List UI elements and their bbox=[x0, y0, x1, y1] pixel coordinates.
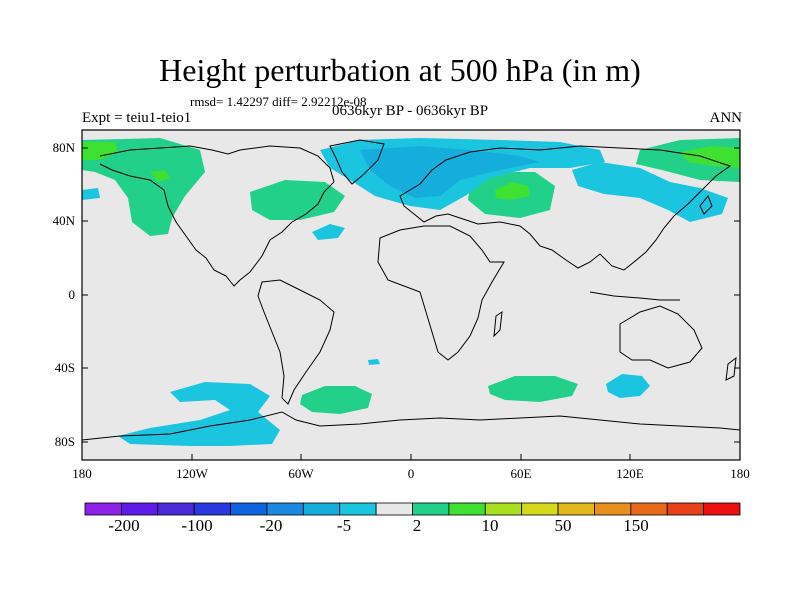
positive-region-south-atlantic bbox=[300, 386, 372, 414]
stats-text: rmsd= 1.42297 diff= 2.92212e-08 bbox=[190, 94, 367, 109]
negative-spot-south-atlantic bbox=[368, 359, 380, 365]
negative-spot-pacific bbox=[82, 188, 100, 200]
positive-core-central-asia bbox=[495, 182, 530, 200]
positive-core-east-siberia bbox=[680, 146, 740, 168]
colorbar-label: -100 bbox=[181, 516, 213, 535]
colorbar-label: 10 bbox=[481, 516, 499, 535]
lon-label-120e: 120E bbox=[616, 466, 644, 481]
coastline-japan bbox=[699, 195, 713, 215]
colorbar-label: -5 bbox=[336, 516, 352, 535]
coastline-south-america bbox=[257, 279, 335, 405]
positive-core-north-pacific-2 bbox=[150, 170, 170, 182]
colorbar-label: -200 bbox=[108, 516, 140, 535]
coastline-eurasia bbox=[399, 145, 732, 271]
coastline-madagascar bbox=[493, 310, 503, 338]
colorbar-label: -20 bbox=[259, 516, 283, 535]
colorbar-swatch bbox=[666, 502, 705, 516]
coastline-new-zealand bbox=[725, 356, 737, 381]
lat-label-40s: 40S bbox=[54, 360, 75, 375]
negative-core-arctic-atlantic bbox=[360, 146, 540, 198]
colorbar-swatch bbox=[448, 502, 486, 516]
colorbar-swatch bbox=[557, 502, 595, 516]
colorbar-swatch bbox=[521, 502, 559, 516]
positive-region-north-pacific bbox=[82, 138, 205, 236]
coastlines bbox=[81, 139, 741, 441]
lon-label-60w: 60W bbox=[288, 466, 314, 481]
axis-ticks bbox=[81, 147, 741, 460]
lon-label-180-west: 180 bbox=[72, 466, 92, 481]
colorbar-label: 2 bbox=[412, 516, 422, 535]
lat-label-0: 0 bbox=[68, 287, 76, 302]
period-label: 0636kyr BP - 0636kyr BP bbox=[331, 103, 489, 119]
colorbar-swatch bbox=[484, 502, 523, 516]
coastline-australia bbox=[619, 305, 703, 369]
lon-label-120w: 120W bbox=[176, 466, 208, 481]
colorbar-swatch bbox=[703, 502, 741, 516]
negative-spot-atlantic bbox=[312, 224, 345, 240]
colorbar-swatch bbox=[193, 502, 231, 516]
colorbar-swatch bbox=[230, 502, 268, 516]
season-label: ANN bbox=[709, 110, 743, 126]
coastline-north-america bbox=[99, 145, 335, 287]
coastline-greenland bbox=[329, 139, 385, 185]
colorbar-label: 50 bbox=[554, 516, 572, 535]
coastline-africa bbox=[377, 225, 505, 361]
experiment-label: Expt = teiu1-teio1 bbox=[82, 110, 192, 126]
map-title: Height perturbation at 500 hPa (in m) bbox=[159, 52, 641, 88]
lat-label-40n: 40N bbox=[52, 213, 75, 228]
negative-region-north-pacific bbox=[572, 162, 728, 222]
colorbar-swatch bbox=[302, 502, 341, 516]
negative-region-south-pacific bbox=[118, 382, 280, 446]
colorbar-swatch bbox=[339, 502, 377, 516]
colorbar-swatch bbox=[266, 502, 304, 516]
positive-region-south-indian bbox=[488, 376, 578, 402]
anomaly-regions bbox=[82, 138, 740, 446]
colorbar-swatch bbox=[84, 502, 122, 516]
coastline-antarctica bbox=[81, 411, 741, 441]
lon-label-60e: 60E bbox=[510, 466, 532, 481]
positive-region-canada bbox=[250, 180, 345, 220]
colorbar-swatch bbox=[594, 502, 632, 516]
lat-label-80n: 80N bbox=[52, 140, 75, 155]
lat-label-80s: 80S bbox=[54, 434, 75, 449]
lon-label-0: 0 bbox=[407, 466, 415, 481]
colorbar-swatch bbox=[157, 502, 195, 516]
negative-region-south-indian bbox=[606, 374, 650, 398]
positive-core-north-pacific bbox=[82, 142, 118, 160]
colorbar-swatch bbox=[630, 502, 668, 516]
lon-label-180-east: 180 bbox=[730, 466, 750, 481]
coastline-indonesia bbox=[589, 291, 680, 301]
colorbar-swatch bbox=[412, 502, 450, 516]
colorbar-label: 150 bbox=[623, 516, 649, 535]
colorbar bbox=[84, 502, 741, 516]
colorbar-swatch bbox=[120, 502, 159, 516]
colorbar-swatch bbox=[375, 502, 413, 516]
